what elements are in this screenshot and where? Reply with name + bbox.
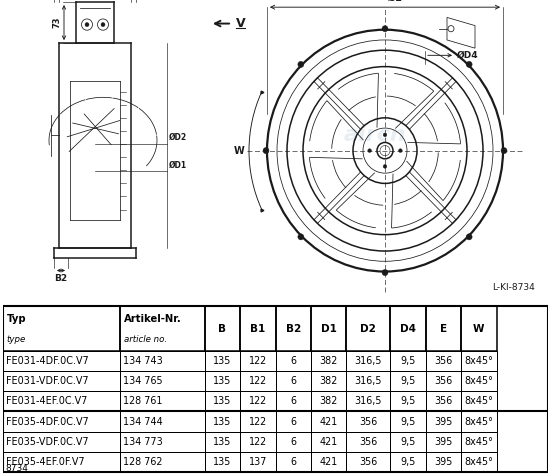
Text: 382: 382 <box>320 397 338 407</box>
Text: 135: 135 <box>213 356 232 366</box>
Circle shape <box>466 61 472 68</box>
Text: 122: 122 <box>249 356 267 366</box>
Text: 6: 6 <box>290 397 296 407</box>
Text: ØD1: ØD1 <box>169 160 187 169</box>
Text: L-Kl-8734: L-Kl-8734 <box>492 283 535 292</box>
Text: 6: 6 <box>290 416 296 426</box>
Text: aircn: aircn <box>344 125 406 145</box>
Circle shape <box>383 133 387 137</box>
Text: B: B <box>218 324 227 334</box>
Circle shape <box>383 165 387 168</box>
Text: 134 743: 134 743 <box>123 356 163 366</box>
Text: 356: 356 <box>359 457 377 467</box>
Text: Artikel-Nr.: Artikel-Nr. <box>124 314 182 324</box>
Text: 135: 135 <box>213 397 232 407</box>
Text: 9,5: 9,5 <box>400 397 416 407</box>
Circle shape <box>466 234 472 240</box>
Text: 135: 135 <box>213 436 232 446</box>
Text: 6: 6 <box>290 457 296 467</box>
Text: 356: 356 <box>434 376 453 386</box>
Text: 8x45°: 8x45° <box>464 416 493 426</box>
Text: 135: 135 <box>213 457 232 467</box>
Text: 122: 122 <box>249 436 267 446</box>
Text: 8734: 8734 <box>5 464 28 473</box>
Text: article no.: article no. <box>124 335 167 344</box>
Text: W: W <box>473 324 485 334</box>
Text: 134 773: 134 773 <box>123 436 163 446</box>
Text: D4: D4 <box>400 324 416 334</box>
Text: 122: 122 <box>249 376 267 386</box>
Text: 135: 135 <box>213 416 232 426</box>
Text: Typ: Typ <box>7 314 26 324</box>
Text: 382: 382 <box>320 356 338 366</box>
Text: 6: 6 <box>290 436 296 446</box>
Text: 356: 356 <box>359 436 377 446</box>
Text: 135: 135 <box>213 376 232 386</box>
Text: 8x45°: 8x45° <box>464 376 493 386</box>
Text: type: type <box>7 335 26 344</box>
Text: 9,5: 9,5 <box>400 436 416 446</box>
Text: 6: 6 <box>290 356 296 366</box>
Circle shape <box>399 149 402 152</box>
Circle shape <box>501 148 507 154</box>
Text: D2: D2 <box>360 324 376 334</box>
Text: 421: 421 <box>320 457 338 467</box>
Text: 8x45°: 8x45° <box>464 436 493 446</box>
Text: 356: 356 <box>434 356 453 366</box>
Text: 9,5: 9,5 <box>400 356 416 366</box>
Text: 128 762: 128 762 <box>123 457 163 467</box>
Circle shape <box>298 61 304 68</box>
Text: 421: 421 <box>320 416 338 426</box>
Text: ØD2: ØD2 <box>169 133 187 142</box>
Text: 8x45°: 8x45° <box>464 356 493 366</box>
Text: 134 765: 134 765 <box>123 376 163 386</box>
Text: D1: D1 <box>321 324 337 334</box>
Circle shape <box>382 269 388 276</box>
Text: B2: B2 <box>285 324 301 334</box>
Text: 316,5: 316,5 <box>355 397 382 407</box>
Text: FE035-VDF.0C.V7: FE035-VDF.0C.V7 <box>6 436 89 446</box>
Text: E: E <box>440 324 447 334</box>
Text: 316,5: 316,5 <box>355 376 382 386</box>
Text: 137: 137 <box>249 457 267 467</box>
Text: 134 744: 134 744 <box>123 416 163 426</box>
Text: 8x45°: 8x45° <box>464 457 493 467</box>
Text: 9,5: 9,5 <box>400 457 416 467</box>
Text: B1: B1 <box>250 324 266 334</box>
Text: 9,5: 9,5 <box>400 376 416 386</box>
Text: W: W <box>234 146 244 156</box>
Text: 6: 6 <box>290 376 296 386</box>
Text: FE031-4DF.0C.V7: FE031-4DF.0C.V7 <box>6 356 89 366</box>
Text: 356: 356 <box>359 416 377 426</box>
Text: 73: 73 <box>52 17 61 28</box>
Text: FE035-4DF.0C.V7: FE035-4DF.0C.V7 <box>6 416 89 426</box>
Circle shape <box>263 148 269 154</box>
Text: 128 761: 128 761 <box>123 397 163 407</box>
Text: 395: 395 <box>434 436 453 446</box>
Text: FE035-4EF.0F.V7: FE035-4EF.0F.V7 <box>6 457 85 467</box>
Text: 122: 122 <box>249 397 267 407</box>
Text: FE031-VDF.0C.V7: FE031-VDF.0C.V7 <box>6 376 89 386</box>
Text: ØE: ØE <box>388 0 403 3</box>
Text: 9,5: 9,5 <box>400 416 416 426</box>
Text: ØD4: ØD4 <box>457 51 478 60</box>
Text: B2: B2 <box>54 274 68 283</box>
Text: FE031-4EF.0C.V7: FE031-4EF.0C.V7 <box>6 397 87 407</box>
Circle shape <box>85 22 89 27</box>
Circle shape <box>382 26 388 32</box>
Text: 395: 395 <box>434 457 453 467</box>
Text: 122: 122 <box>249 416 267 426</box>
Text: 421: 421 <box>320 436 338 446</box>
Circle shape <box>101 22 105 27</box>
Text: 382: 382 <box>320 376 338 386</box>
Text: 395: 395 <box>434 416 453 426</box>
Text: 316,5: 316,5 <box>355 356 382 366</box>
Circle shape <box>298 234 304 240</box>
Text: 8x45°: 8x45° <box>464 397 493 407</box>
Text: V: V <box>236 17 246 30</box>
Text: 356: 356 <box>434 397 453 407</box>
Circle shape <box>368 149 371 152</box>
